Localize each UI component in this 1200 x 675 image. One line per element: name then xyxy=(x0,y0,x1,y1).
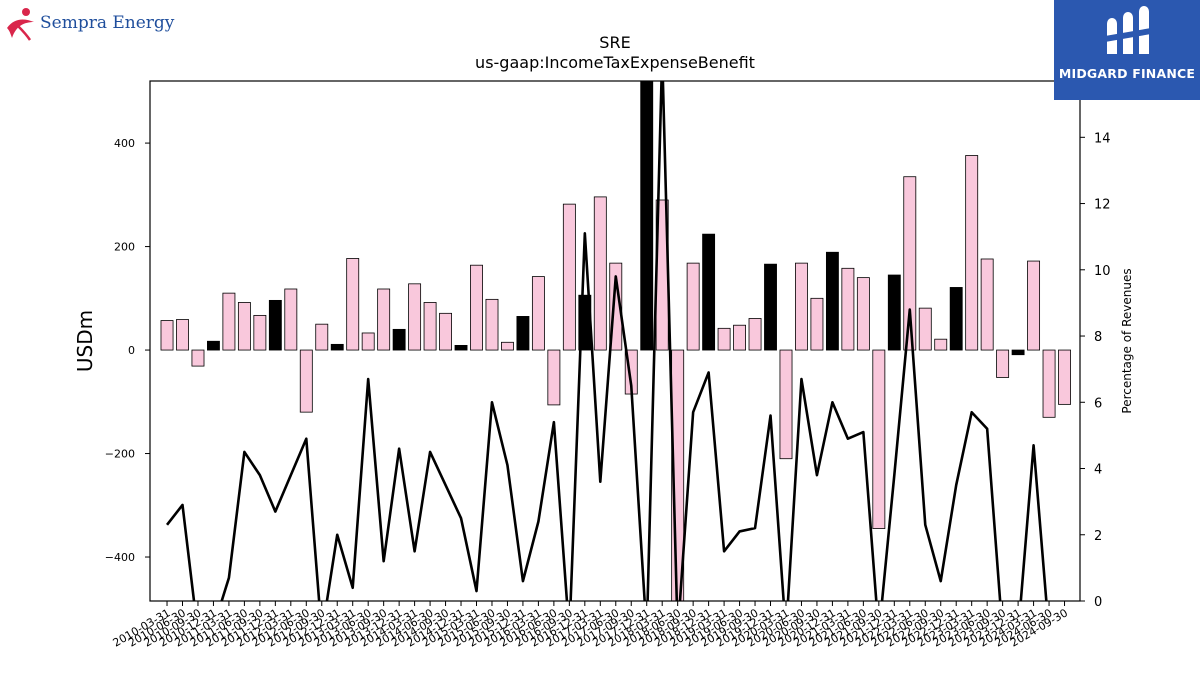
bar xyxy=(160,320,174,351)
bar xyxy=(1011,349,1025,356)
bar xyxy=(454,344,468,351)
y-tick-label: −400 xyxy=(105,551,135,564)
y-tick-label: −200 xyxy=(105,448,135,461)
bar xyxy=(1042,349,1056,418)
bar xyxy=(733,324,747,351)
bar xyxy=(222,292,236,351)
bar xyxy=(284,288,298,351)
bar xyxy=(825,251,839,351)
bar xyxy=(330,343,344,351)
bar xyxy=(516,316,530,351)
company-logo: Sempra Energy xyxy=(4,4,174,42)
bar xyxy=(377,288,391,351)
bar xyxy=(361,332,375,351)
bar xyxy=(980,258,994,351)
bar xyxy=(717,327,731,351)
bar xyxy=(965,155,979,351)
bar xyxy=(346,258,360,351)
bar xyxy=(856,277,870,351)
bar xyxy=(748,318,762,351)
chart-title: SRE xyxy=(599,33,630,52)
bar xyxy=(918,307,932,351)
bar xyxy=(934,338,948,351)
bar xyxy=(640,81,654,351)
y2-tick-label: 2 xyxy=(1094,529,1102,544)
bar xyxy=(485,298,499,351)
bar xyxy=(176,319,189,351)
bar xyxy=(593,196,607,351)
bar xyxy=(795,262,808,351)
y-tick-label: 200 xyxy=(114,241,135,254)
bar xyxy=(872,349,886,529)
bar xyxy=(779,349,793,460)
y-tick-label: 400 xyxy=(114,137,135,150)
series-line xyxy=(165,81,1048,601)
midgard-logo-icon xyxy=(1105,6,1151,54)
bar xyxy=(686,262,700,351)
y2-tick-label: 14 xyxy=(1094,131,1111,146)
bar xyxy=(702,233,716,351)
bar xyxy=(392,328,406,351)
bar xyxy=(470,264,483,351)
bar xyxy=(903,176,917,351)
bar xyxy=(841,267,855,351)
bar xyxy=(315,323,329,351)
bar xyxy=(1058,349,1071,405)
bar xyxy=(501,341,514,351)
sempra-flame-icon xyxy=(7,8,34,41)
bar xyxy=(949,287,963,351)
bar xyxy=(562,203,576,351)
bar xyxy=(191,349,205,367)
bar xyxy=(996,349,1010,378)
bar xyxy=(237,302,251,351)
bar xyxy=(299,349,313,413)
y-tick-label: 0 xyxy=(128,344,135,357)
bar xyxy=(207,340,220,351)
bar xyxy=(439,312,452,351)
plot-area: −400−2000200400024681012142010-03-312010… xyxy=(105,80,1111,650)
y2-tick-label: 4 xyxy=(1094,463,1102,478)
bar xyxy=(531,276,545,351)
plot-clip-group xyxy=(160,81,1071,601)
bar xyxy=(547,349,561,406)
y2-axis-label: Percentage of Revenues xyxy=(1120,268,1134,413)
watermark-text: MIDGARD FINANCE xyxy=(1058,66,1196,81)
bar xyxy=(1027,260,1041,351)
y2-tick-label: 6 xyxy=(1094,396,1102,411)
bar xyxy=(764,263,777,351)
chart-subtitle: us-gaap:IncomeTaxExpenseBenefit xyxy=(475,53,755,72)
y2-tick-label: 8 xyxy=(1094,330,1102,345)
y2-tick-label: 0 xyxy=(1094,595,1102,610)
y2-tick-label: 12 xyxy=(1094,198,1111,213)
bar xyxy=(810,297,824,351)
bar xyxy=(887,274,901,351)
bar xyxy=(268,299,282,351)
bar xyxy=(423,302,437,351)
bar xyxy=(408,283,422,351)
bar xyxy=(253,314,267,351)
company-logo-text: Sempra Energy xyxy=(40,13,175,33)
y-axis-label: USDm xyxy=(73,310,97,372)
y2-tick-label: 10 xyxy=(1094,264,1111,279)
plot-frame xyxy=(149,80,1081,602)
watermark-logo: MIDGARD FINANCE xyxy=(1054,0,1200,100)
